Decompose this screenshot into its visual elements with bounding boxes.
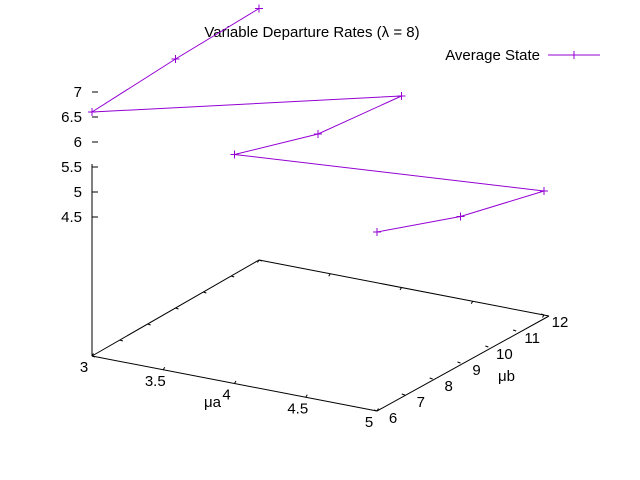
data-point [456,212,465,221]
y-axis-label: μb [498,368,515,385]
y-tick-back [258,259,263,262]
y-tick-label: 12 [552,314,569,331]
y-tick-label: 11 [524,330,540,347]
y-tick-label: 8 [444,378,452,395]
z-tick-label: 5 [74,184,82,201]
z-tick-label: 6 [74,134,82,151]
x-tick-label: 3 [80,359,88,376]
data-point [88,108,96,116]
x-axis-label: μa [204,394,222,411]
x-tick-label: 3.5 [145,373,166,390]
x-tick-label: 4 [222,387,230,404]
data-point [230,150,239,159]
data-point [373,228,381,236]
series-layer [88,4,548,236]
chart-title: Variable Departure Rates (λ = 8) [204,24,419,41]
y-tick [457,361,461,364]
y-tick-label: 10 [496,346,513,363]
y-tick [373,409,378,412]
x-tick [376,408,379,412]
z-tick-label: 6.5 [61,109,82,126]
y-tick-back [119,339,123,342]
legend: Average State [445,47,600,64]
y-tick-label: 6 [389,410,397,427]
y-tick-back [147,323,151,326]
data-point [314,130,322,138]
data-point [397,92,406,100]
y-tick [485,345,489,348]
y-tick [540,313,545,316]
y-tick-back [175,307,179,310]
x-tick-back [399,287,402,291]
x-tick [162,366,166,371]
x-ticks: 3 3.5 4 4.5 5 [80,259,545,431]
y-tick-label: 9 [472,362,480,379]
data-point [171,55,180,63]
y-tick-back [91,355,96,358]
x-tick-back [257,259,260,263]
x-tick-label: 4.5 [287,400,308,417]
z-tick-label: 5.5 [61,159,82,176]
y-tick-back [231,275,235,278]
z-tick-label: 7 [74,84,82,101]
y-tick [401,393,405,396]
x-tick [234,380,237,384]
x-tick-label: 5 [365,414,373,431]
z-tick-label: 4.5 [61,209,82,226]
legend-marker [570,51,578,59]
data-point [255,4,263,13]
legend-label: Average State [445,47,540,64]
data-point [540,187,548,195]
x-axis-back [258,259,550,317]
y-tick-back [203,291,207,294]
series-line [90,8,545,233]
x-tick [305,394,308,398]
y-tick-label: 7 [417,394,425,411]
y-axis-right [376,315,550,412]
y-tick [429,377,433,380]
x-tick-back [328,273,331,277]
z-ticks: 4.5 5 5.5 6 6.5 7 [61,84,98,226]
y-ticks: 6 7 8 9 10 11 12 [91,259,569,427]
y-tick [513,329,517,332]
x-tick-back [470,300,474,305]
